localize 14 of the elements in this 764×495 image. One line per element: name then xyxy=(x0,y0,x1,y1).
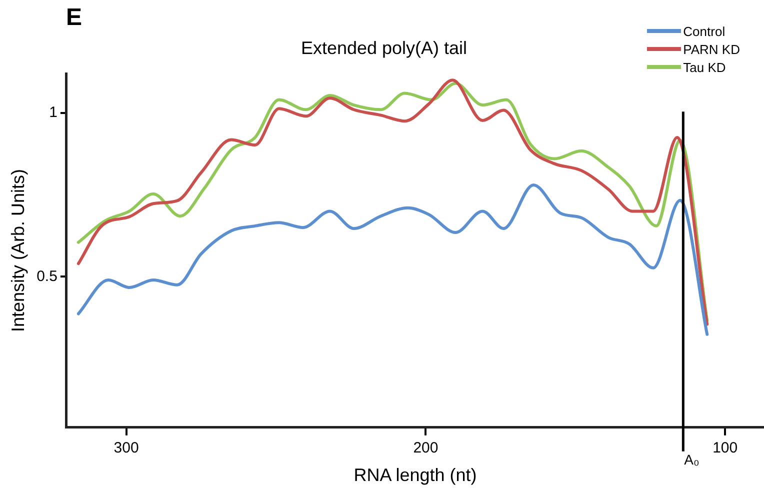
legend-label: Tau KD xyxy=(683,60,726,74)
ref-line-label: A₀ xyxy=(684,451,700,468)
x-tick-label: 300 xyxy=(114,440,139,457)
chart-title: Extended poly(A) tail xyxy=(300,38,468,58)
x-tick-label: 100 xyxy=(712,440,738,457)
y-tick-label: 1 xyxy=(49,104,58,122)
x-axis-title: RNA length (nt) xyxy=(354,465,477,486)
y-axis-title: Intensity (Arb. Units) xyxy=(8,168,28,332)
x-tick-label: 200 xyxy=(413,440,438,457)
legend-label: PARN KD xyxy=(683,42,740,56)
y-tick-label: 0.5 xyxy=(36,268,58,285)
legend-label: Control xyxy=(683,24,726,38)
line-series xyxy=(76,183,709,336)
text: E xyxy=(66,4,82,32)
